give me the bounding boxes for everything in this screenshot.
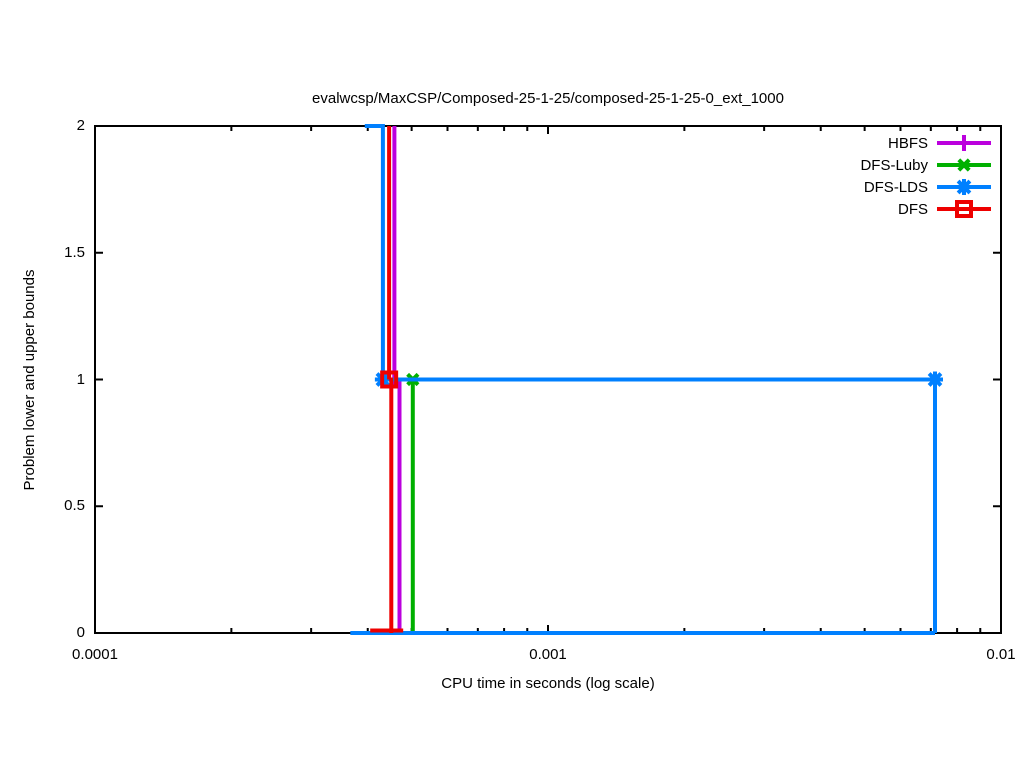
y-tick-label: 2 [76, 117, 85, 134]
x-marker-icon [957, 158, 971, 172]
bound-line [389, 377, 394, 633]
series-dfs-lds [350, 124, 944, 635]
legend-label: HBFS [887, 134, 928, 152]
x-tick-label: 0.001 [529, 646, 567, 663]
x-tick-label: 0.01 [986, 646, 1016, 663]
legend-sample [937, 158, 991, 172]
asterisk-marker-icon [956, 179, 972, 195]
x-tick-label: 0.0001 [72, 646, 118, 663]
x-axis-label: CPU time in seconds (log scale) [441, 675, 655, 692]
square-marker-icon [955, 200, 973, 218]
legend-sample [937, 200, 991, 218]
legend-label: DFS-LDS [863, 178, 928, 196]
legend-sample [937, 135, 991, 151]
chart-title: evalwcsp/MaxCSP/Composed-25-1-25/compose… [312, 90, 784, 107]
legend: HBFS DFS-Luby DFS-LDS DFS [860, 132, 993, 220]
y-tick-label: 0.5 [64, 497, 85, 515]
legend-sample [937, 179, 991, 195]
y-tick-label: 1.5 [64, 243, 85, 261]
legend-entry-dfs-lds: DFS-LDS [860, 176, 993, 198]
legend-entry-hbfs: HBFS [860, 132, 993, 154]
legend-entry-dfs-luby: DFS-Luby [860, 154, 993, 176]
bound-line [364, 124, 937, 633]
legend-label: DFS [898, 200, 928, 218]
series-dfs-luby [406, 372, 420, 633]
y-tick-label: 1 [76, 370, 85, 388]
plus-marker-icon [956, 135, 972, 151]
asterisk-marker-icon [927, 371, 944, 388]
legend-label: DFS-Luby [860, 156, 928, 174]
series-dfs [370, 126, 404, 633]
y-tick-label: 0 [76, 624, 85, 641]
legend-entry-dfs: DFS [860, 198, 993, 220]
square-marker-icon [380, 370, 399, 389]
